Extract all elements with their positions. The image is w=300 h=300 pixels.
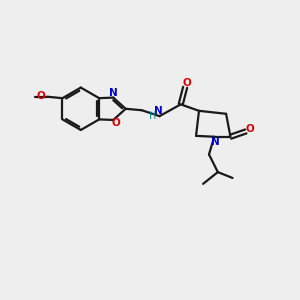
- Text: O: O: [245, 124, 254, 134]
- Text: N: N: [109, 88, 118, 98]
- Text: N: N: [211, 137, 219, 147]
- Text: O: O: [36, 91, 45, 101]
- Text: H: H: [149, 111, 157, 121]
- Text: N: N: [154, 106, 163, 116]
- Text: O: O: [182, 78, 191, 88]
- Text: O: O: [112, 118, 121, 128]
